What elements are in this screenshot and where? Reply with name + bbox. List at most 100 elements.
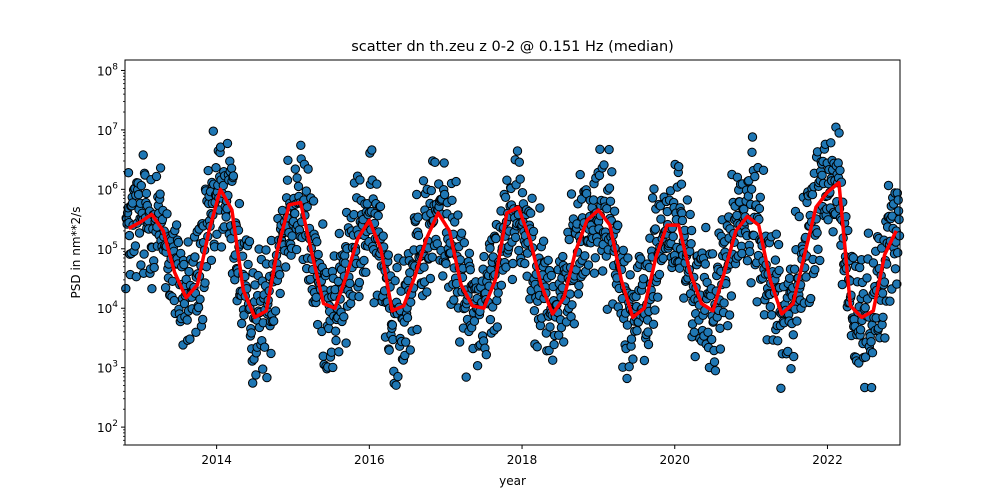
scatter-point: [598, 266, 608, 276]
scatter-point: [715, 344, 726, 354]
scatter-point: [345, 278, 355, 289]
scatter-point: [774, 265, 784, 276]
scatter-point: [626, 334, 637, 344]
scatter-point: [701, 222, 711, 233]
scatter-point: [507, 274, 518, 285]
scatter-point: [813, 244, 823, 255]
scatter-point: [359, 255, 369, 266]
scatter-point: [517, 188, 528, 198]
scatter-point: [590, 253, 600, 263]
scatter-point: [147, 284, 157, 294]
scatter-point: [341, 338, 351, 348]
scatter-point: [328, 362, 338, 373]
scatter-point: [311, 292, 321, 302]
scatter-point: [313, 249, 323, 260]
scatter-point: [190, 252, 200, 262]
scatter-point: [485, 314, 496, 325]
scatter-point: [792, 316, 802, 326]
scatter-point: [124, 230, 135, 241]
scatter-point: [546, 270, 557, 281]
y-axis-label: PSD in nm**2/s: [69, 207, 83, 299]
scatter-point: [848, 253, 858, 263]
scatter-point: [218, 180, 229, 191]
scatter-point: [160, 283, 171, 293]
scatter-point: [216, 242, 227, 252]
scatter-point: [491, 233, 501, 244]
scatter-point: [776, 383, 786, 393]
scatter-point: [237, 318, 247, 329]
scatter-point: [266, 348, 276, 359]
scatter-point: [860, 352, 871, 362]
scatter-point: [625, 270, 635, 280]
scatter-point: [191, 327, 201, 337]
scatter-point: [413, 212, 423, 222]
scatter-point: [198, 314, 208, 325]
scatter-point: [535, 203, 545, 213]
scatter-point: [682, 195, 693, 205]
scatter-point: [628, 354, 638, 364]
scatter-point: [355, 175, 365, 185]
scatter-point: [510, 232, 521, 243]
scatter-point: [535, 320, 546, 331]
scatter-point: [783, 346, 793, 357]
scatter-point: [549, 339, 559, 350]
scatter-point: [752, 297, 762, 307]
scatter-point: [526, 208, 536, 218]
scatter-point: [618, 245, 628, 256]
scatter-point: [806, 293, 816, 304]
scatter-point: [195, 294, 205, 304]
scatter-point: [823, 215, 833, 225]
scatter-point: [656, 214, 666, 224]
scatter-point: [643, 339, 654, 350]
scatter-point: [441, 259, 451, 269]
scatter-point: [679, 293, 689, 303]
scatter-point: [354, 277, 365, 288]
scatter-point: [221, 212, 231, 222]
scatter-point: [292, 173, 302, 183]
scatter-point: [269, 316, 279, 326]
scatter-point: [826, 138, 836, 148]
scatter-point: [308, 196, 319, 206]
scatter-point: [573, 289, 584, 299]
scatter-point: [401, 337, 411, 347]
scatter-point: [855, 262, 865, 273]
scatter-point: [393, 371, 403, 382]
scatter-point: [719, 298, 729, 308]
scatter-point: [455, 337, 465, 347]
scatter-point: [863, 228, 874, 238]
scatter-point: [605, 196, 616, 207]
scatter-point: [812, 228, 822, 238]
scatter-point: [375, 201, 386, 212]
scatter-point: [211, 163, 221, 173]
scatter-point: [151, 171, 162, 182]
scatter-point: [261, 245, 271, 255]
scatter-point: [318, 219, 328, 229]
scatter-point: [312, 237, 322, 247]
scatter-point: [206, 255, 217, 265]
chart-title: scatter dn th.zeu z 0-2 @ 0.151 Hz (medi…: [351, 39, 674, 55]
scatter-point: [771, 229, 781, 239]
scatter-point: [412, 324, 422, 335]
scatter-point: [296, 140, 306, 151]
scatter-point: [747, 132, 758, 142]
scatter-point: [892, 279, 902, 289]
scatter-point: [866, 337, 876, 347]
scatter-point: [222, 138, 233, 149]
scatter-point: [837, 279, 847, 290]
scatter-point: [559, 337, 569, 347]
scatter-point: [890, 264, 901, 274]
scatter-point: [130, 241, 141, 251]
scatter-point: [746, 278, 756, 288]
scatter-point: [155, 189, 165, 199]
scatter-point: [650, 224, 661, 234]
scatter-point: [508, 258, 518, 269]
scatter-point: [136, 260, 146, 270]
scatter-point: [544, 345, 554, 356]
scatter-point: [867, 348, 878, 358]
scatter-point: [707, 249, 718, 259]
scatter-point: [860, 303, 870, 313]
scatter-point: [173, 237, 184, 248]
scatter-point: [367, 145, 377, 155]
scatter-point: [623, 253, 633, 263]
